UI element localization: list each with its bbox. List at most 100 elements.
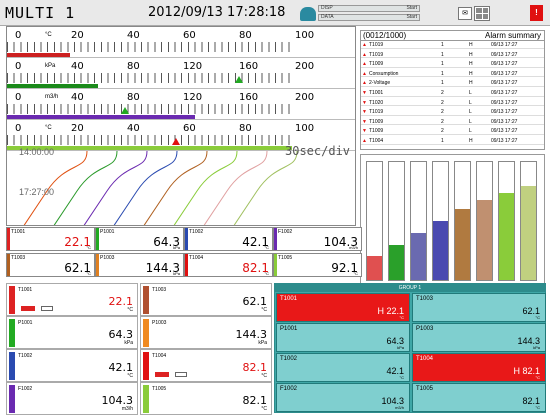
alarm-row[interactable]: ▲ T1009 1 H 09/13 17:27 — [361, 61, 544, 68]
group-channel-cell[interactable]: T1004 H 82.1 °C — [412, 353, 546, 382]
alarm-summary-title: Alarm summary — [484, 31, 541, 40]
channel-unit: °C — [127, 307, 133, 313]
scale-tick-label: 0 — [15, 30, 22, 41]
channel-unit: °C — [86, 271, 92, 276]
alarm-row[interactable]: ▼ T1009 2 L 09/13 17:27 — [361, 128, 544, 135]
channel-unit: °C — [535, 315, 541, 320]
digital-value-cell[interactable]: T1002 42.1 °C — [184, 227, 273, 251]
digital-channel-cell[interactable]: T1005 82.1 °C — [140, 382, 272, 415]
scale-tick-label: 160 — [239, 61, 259, 72]
trend-trace — [233, 151, 298, 225]
alarm-row[interactable]: ▼ T1020 2 L 09/13 17:27 — [361, 100, 544, 107]
channel-unit: °C — [399, 375, 405, 380]
alarm-tag: T1004 — [369, 138, 384, 144]
trend-scale: 0 40 80 120 160 200 kPa — [7, 58, 355, 89]
scale-tick-label: 160 — [239, 92, 259, 103]
display-mode-title: MULTI 1 — [5, 4, 76, 22]
vertical-bar — [432, 161, 449, 281]
scale-unit: °C — [45, 32, 52, 38]
alarm-tag: 2-Voltage — [369, 80, 391, 87]
digital-value-cell[interactable]: T1005 92.1 °C — [273, 253, 362, 277]
vertical-bar — [388, 161, 405, 281]
message-icon[interactable]: ✉ — [458, 7, 472, 20]
layout-grid-icon[interactable] — [474, 6, 490, 21]
group-overview-panel[interactable]: GROUP 1 T1001 H 22.1 °C T1003 62.1 °C P1001 64.… — [274, 283, 546, 413]
channel-tag: T1001 — [11, 229, 26, 235]
alarm-row[interactable]: ▲ 2-Voltage 1 H 09/13 17:27 — [361, 80, 544, 87]
channel-unit: m3/h — [349, 245, 358, 250]
trend-trace — [23, 151, 88, 225]
alarm-row[interactable]: ▲ T1004 1 H 09/13 17:27 — [361, 138, 544, 145]
digital-value-cell[interactable]: P1003 144.3 kPa — [95, 253, 184, 277]
channel-tag: F1002 — [278, 229, 293, 235]
vertical-bar — [366, 161, 383, 281]
group-channel-cell[interactable]: P1003 144.3 kPa — [412, 323, 546, 352]
digital-value-cell[interactable]: F1002 104.3 m3/h — [273, 227, 362, 251]
title-bar: MULTI 1 2012/09/13 17:28:18 DISP Start D… — [0, 0, 550, 26]
group-channel-cell[interactable]: F1002 104.3 m3/h — [276, 383, 410, 412]
alarm-row[interactable]: ▼ T1019 2 L 09/13 17:27 — [361, 109, 544, 116]
alarm-summary-header: (0012/1000) Alarm summary — [361, 31, 544, 41]
digital-value-cell[interactable]: T1003 62.1 °C — [6, 253, 95, 277]
memory-status-disp: DISP Start — [318, 5, 420, 12]
alarm-row[interactable]: ▼ T1001 2 L 09/13 17:27 — [361, 90, 544, 97]
alarm-type: H — [469, 70, 473, 77]
channel-tag: P1003 — [416, 326, 434, 332]
alarm-row[interactable]: ▼ T1009 2 L 09/13 17:27 — [361, 119, 544, 126]
channel-value: 62.1 — [522, 306, 540, 316]
group-channel-cell[interactable]: T1002 42.1 °C — [276, 353, 410, 382]
trend-trace — [113, 151, 178, 225]
channel-tag: T1002 — [18, 353, 33, 359]
alarm-time: 09/13 17:27 — [491, 118, 518, 125]
scale-tick-label: 80 — [127, 61, 140, 72]
digital-value-cell[interactable]: T1004 82.1 °C — [184, 253, 273, 277]
digital-channel-cell[interactable]: T1003 62.1 °C — [140, 283, 272, 316]
channel-color-swatch — [143, 319, 149, 347]
group-channel-cell[interactable]: T1003 62.1 °C — [412, 293, 546, 322]
channel-unit: kPa — [258, 340, 267, 346]
channel-tag: T1001 — [280, 296, 298, 302]
alarm-down-icon: ▼ — [362, 90, 367, 96]
scale-tick-label: 80 — [127, 92, 140, 103]
alarm-down-icon: ▼ — [362, 118, 367, 125]
alarm-level: 2 — [441, 118, 444, 125]
alarm-up-icon: ▲ — [362, 80, 367, 87]
channel-value: 42.1 — [108, 361, 134, 374]
digital-channel-cell[interactable]: P1003 144.3 kPa — [140, 316, 272, 349]
alarm-time: 09/13 17:27 — [491, 90, 518, 96]
scale-bar — [7, 53, 70, 57]
channel-tag: T1002 — [189, 229, 204, 235]
alarm-type: L — [469, 109, 472, 116]
scale-tick-label: 200 — [295, 92, 315, 103]
group-channel-cell[interactable]: T1005 82.1 °C — [412, 383, 546, 412]
digital-channel-cell[interactable]: T1001 22.1 °C — [6, 283, 138, 316]
group-channel-cell[interactable]: T1001 H 22.1 °C — [276, 293, 410, 322]
channel-unit: °C — [535, 375, 541, 380]
digital-channel-cell[interactable]: T1004 82.1 °C — [140, 349, 272, 382]
digital-channel-cell[interactable]: P1001 64.3 kPa — [6, 316, 138, 349]
alarm-summary-panel[interactable]: (0012/1000) Alarm summary ▲ T1019 1 H 09/13 … — [360, 30, 545, 150]
scale-marker-icon — [235, 76, 243, 83]
group-channel-cell[interactable]: P1001 64.3 kPa — [276, 323, 410, 352]
bar-graph-panel[interactable] — [360, 154, 545, 286]
channel-tag: F1002 — [18, 386, 33, 392]
alarm-row[interactable]: ▲ Consumption 1 H 09/13 17:27 — [361, 71, 544, 78]
vertical-bar — [410, 161, 427, 281]
alarm-row[interactable]: ▲ T1019 1 H 09/13 17:27 — [361, 42, 544, 49]
vertical-bar — [476, 161, 493, 281]
digital-channel-cell[interactable]: T1002 42.1 °C — [6, 349, 138, 382]
vertical-bar-fill — [455, 209, 470, 280]
channel-color-swatch — [274, 228, 277, 250]
digital-value-cell[interactable]: P1001 64.3 kPa — [95, 227, 184, 251]
digital-value-cell[interactable]: T1001 22.1 °C — [6, 227, 95, 251]
alarm-level: 2 — [441, 99, 444, 106]
channel-tag: T1004 — [152, 353, 167, 359]
alarm-indicator-icon[interactable]: ! — [530, 5, 543, 21]
trend-display[interactable]: 0 20 40 60 80 100 °C 0 40 80 120 160 200 kPa 0 40 80 120 1… — [6, 26, 356, 226]
alarm-level: 1 — [441, 51, 444, 58]
alarm-type: L — [469, 118, 472, 125]
alarm-level: 1 — [441, 42, 444, 48]
alarm-row[interactable]: ▲ T1019 1 H 09/13 17:27 — [361, 52, 544, 59]
vertical-bar-fill — [521, 185, 536, 280]
digital-channel-cell[interactable]: F1002 104.3 m3/h — [6, 382, 138, 415]
